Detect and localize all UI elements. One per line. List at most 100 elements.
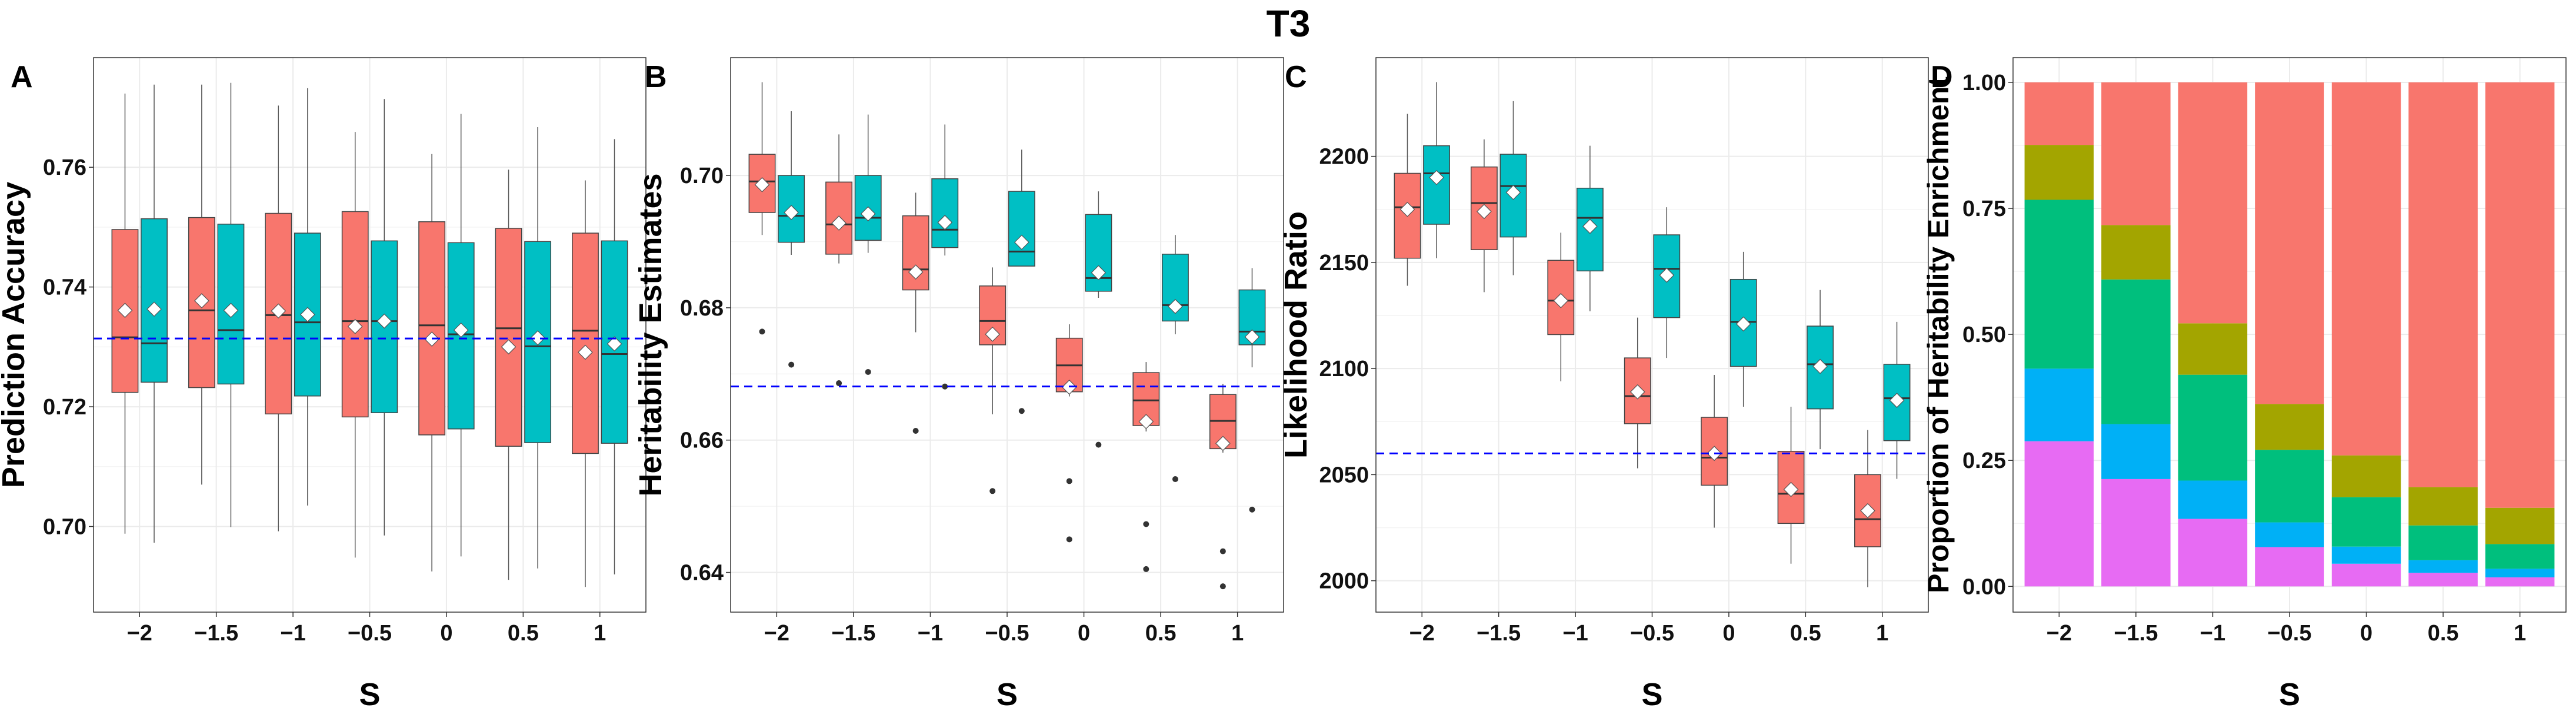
mean-marker	[1399, 201, 1415, 217]
bar-segment-green	[2101, 279, 2171, 424]
box-iqr	[601, 240, 628, 444]
mean-marker	[453, 323, 469, 338]
mean-marker	[754, 177, 770, 192]
mean-marker	[1215, 436, 1231, 451]
box-iqr	[294, 232, 321, 397]
x-tick-label: −1	[918, 621, 943, 646]
x-tick-label: −1.5	[194, 621, 238, 646]
bar-segment-olive	[2408, 487, 2478, 526]
box-teal-3	[294, 88, 321, 506]
y-tick-label: 0.64	[680, 561, 724, 586]
bar-segment-red	[2024, 82, 2094, 145]
y-tick-label: 2100	[1319, 357, 1369, 381]
x-tick-label: −2	[764, 621, 789, 646]
box-teal-4	[1008, 149, 1035, 414]
box-red-1	[1394, 114, 1421, 286]
y-tick-label: 2050	[1319, 463, 1369, 487]
mean-marker	[1553, 293, 1569, 308]
mean-marker	[1505, 185, 1521, 200]
mean-marker	[117, 303, 133, 318]
bar-segment-red	[2178, 82, 2248, 324]
box-red-3	[902, 192, 929, 434]
bar-segment-blue	[2178, 480, 2248, 519]
box-iqr	[1729, 278, 1757, 367]
outlier-point	[912, 427, 919, 434]
x-tick-label: 1	[594, 621, 606, 646]
box-red-6	[495, 170, 522, 580]
outlier-point	[788, 361, 795, 368]
box-teal-6	[1807, 290, 1834, 450]
box-red-1	[748, 82, 776, 335]
y-tick-label: 0.68	[680, 296, 724, 321]
bar-segment-red	[2331, 82, 2401, 456]
x-tick-label: −0.5	[1630, 621, 1674, 646]
x-tick-label: 1	[2514, 621, 2526, 646]
bar-segment-green	[2024, 200, 2094, 369]
x-tick-label: 0.5	[2428, 621, 2459, 646]
box-iqr	[748, 154, 776, 213]
x-axis-title: S	[997, 677, 1018, 711]
y-tick-label: 0.70	[680, 164, 724, 188]
bar-segment-blue	[2024, 368, 2094, 441]
box-teal-6	[1161, 235, 1189, 483]
panel-D: 0.00 0.25 0.50 0.75 1.00 −2 −1.5 −1 −0.5 0 0.5 1 S Pr…	[1922, 57, 2567, 711]
box-teal-2	[217, 82, 245, 527]
outlier-point	[759, 328, 765, 335]
y-tick-label: 0.50	[1962, 323, 2006, 347]
panel-B: 0.64 0.66 0.68 0.70 −2 −1.5 −1 −0.5 0 0.5 1 S Herita…	[633, 57, 1284, 711]
x-tick-label: 0.5	[1790, 621, 1821, 646]
x-tick-label: −1.5	[2114, 621, 2158, 646]
y-tick-label: 0.72	[43, 395, 86, 420]
bar-segment-olive	[2101, 225, 2171, 280]
bar-segment-red	[2408, 82, 2478, 487]
box-teal-6	[524, 127, 552, 569]
box-teal-5	[1729, 251, 1757, 407]
mean-marker	[1582, 218, 1598, 234]
bar-segment-pink	[2255, 547, 2324, 587]
outlier-point	[1066, 478, 1072, 484]
box-iqr	[1008, 191, 1035, 267]
x-tick-label: 1	[1231, 621, 1244, 646]
outlier-point	[942, 383, 948, 390]
bar-segment-olive	[2255, 404, 2324, 450]
box-red-5	[1701, 374, 1728, 528]
bar-segment-pink	[2101, 479, 2171, 587]
mean-marker	[985, 327, 1001, 342]
bar-segment-red	[2255, 82, 2324, 404]
y-tick-label: 0.25	[1962, 448, 2006, 473]
y-axis-title: Prediction Accuracy	[0, 182, 31, 488]
bar-segment-red	[2485, 82, 2555, 508]
mean-marker	[908, 264, 924, 280]
bar-segment-blue	[2101, 424, 2171, 479]
x-tick-label: −2	[127, 621, 152, 646]
panel-label: B	[645, 60, 667, 94]
box-teal-5	[1085, 191, 1112, 448]
bar-segment-green	[2485, 544, 2555, 569]
outlier-point	[1018, 408, 1025, 414]
box-iqr	[1854, 474, 1881, 547]
mean-marker	[860, 206, 876, 222]
y-tick-label: 0.76	[43, 155, 86, 180]
mean-marker	[1429, 170, 1444, 185]
mean-marker	[300, 307, 315, 323]
mean-marker	[223, 303, 239, 318]
x-tick-label: −0.5	[2267, 621, 2311, 646]
bar-segment-olive	[2485, 507, 2555, 544]
box-red-4	[979, 267, 1007, 494]
bar-segment-blue	[2408, 560, 2478, 573]
mean-marker	[194, 293, 209, 308]
bar-segment-olive	[2024, 145, 2094, 200]
panel-label: D	[1931, 60, 1953, 94]
y-axis-title: Heritability Estimates	[633, 173, 668, 496]
x-axis-title: S	[359, 677, 380, 711]
box-red-4	[1624, 317, 1651, 469]
mean-marker	[1659, 267, 1675, 283]
box-red-7	[1209, 384, 1237, 590]
box-red-6	[1777, 407, 1805, 564]
x-tick-label: −1	[1562, 621, 1588, 646]
outlier-point	[1219, 583, 1226, 590]
outlier-point	[1066, 536, 1072, 543]
bar-segment-green	[2178, 374, 2248, 481]
y-tick-label: 0.00	[1962, 574, 2006, 599]
x-tick-label: 0	[1722, 621, 1735, 646]
